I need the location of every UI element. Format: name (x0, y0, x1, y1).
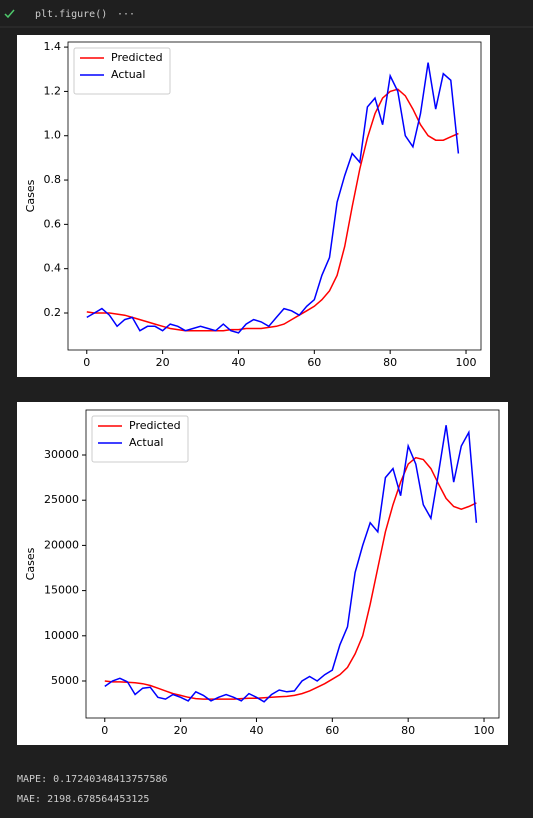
x-tick-label: 100 (456, 356, 477, 369)
x-tick-label: 0 (83, 356, 90, 369)
legend-label: Actual (111, 68, 145, 81)
cell-code: plt.figure() (35, 9, 107, 20)
y-tick-label: 0.6 (44, 217, 62, 230)
x-tick-label: 60 (325, 724, 339, 737)
x-tick-label: 40 (249, 724, 263, 737)
y-tick-label: 10000 (44, 629, 79, 642)
output-line: MAE: 2198.678564453125 (17, 794, 149, 805)
y-tick-label: 1.0 (44, 129, 62, 142)
legend-label: Predicted (111, 51, 163, 64)
plot-frame (85, 409, 500, 719)
y-tick-label: 20000 (44, 538, 79, 551)
y-tick-label: 25000 (44, 493, 79, 506)
figure-background (17, 402, 508, 745)
legend (73, 47, 171, 95)
series-line (104, 425, 478, 703)
x-tick-label: 60 (307, 356, 321, 369)
plot-frame (67, 41, 482, 351)
x-tick-label: 100 (474, 724, 495, 737)
y-tick-label: 15000 (44, 584, 79, 597)
y-tick-label: 1.2 (44, 84, 62, 97)
y-tick-label: 0.2 (44, 306, 62, 319)
y-tick-label: 0.4 (44, 262, 62, 275)
success-icon (4, 9, 15, 19)
y-tick-label: 30000 (44, 448, 79, 461)
legend (91, 415, 189, 463)
x-tick-label: 20 (156, 356, 170, 369)
series-line (86, 62, 460, 334)
y-tick-label: 5000 (51, 674, 79, 687)
y-tick-label: 1.4 (44, 40, 62, 53)
x-tick-label: 80 (383, 356, 397, 369)
x-tick-label: 0 (101, 724, 108, 737)
x-tick-label: 40 (231, 356, 245, 369)
series-line (104, 456, 477, 700)
x-tick-label: 80 (401, 724, 415, 737)
x-tick-label: 20 (174, 724, 188, 737)
y-axis-label: Cases (24, 547, 37, 580)
output-line: MAPE: 0.17240348413757586 (17, 774, 168, 785)
y-tick-label: 0.8 (44, 173, 62, 186)
more-menu[interactable]: ··· (117, 9, 135, 20)
y-axis-label: Cases (24, 179, 37, 212)
legend-label: Predicted (129, 419, 181, 432)
legend-label: Actual (129, 436, 163, 449)
